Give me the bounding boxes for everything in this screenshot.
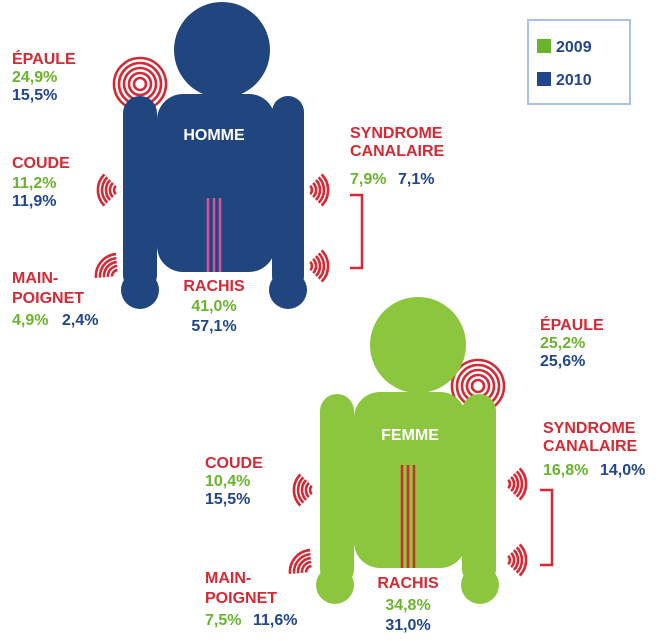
legend-label: 2010 — [556, 72, 592, 89]
part-name: ÉPAULE — [12, 49, 76, 68]
part-name: SYNDROME — [543, 420, 636, 437]
part-name: SYNDROME — [350, 125, 443, 142]
value: 7,1% — [398, 171, 434, 188]
value: 2,4% — [62, 312, 98, 329]
part-name: POIGNET — [12, 290, 84, 307]
legend-label: 2009 — [556, 39, 592, 56]
value: 11,9% — [12, 193, 56, 210]
bracket — [350, 195, 362, 268]
value: 25,6% — [540, 353, 585, 370]
legend-swatch — [537, 72, 551, 86]
value: 7,5% — [205, 612, 241, 629]
part-name: ÉPAULE — [540, 315, 604, 334]
woman-figure: FEMME — [285, 297, 552, 604]
value: 34,8% — [385, 597, 430, 614]
value: 11,6% — [253, 612, 297, 629]
value: 16,8% — [543, 462, 588, 479]
part-name: POIGNET — [205, 590, 277, 607]
legend: 2009 2010 — [528, 20, 630, 104]
part-name: MAIN- — [205, 570, 251, 587]
figure-label: FEMME — [381, 427, 439, 444]
value: 14,0% — [600, 462, 645, 479]
value: 11,2% — [12, 175, 56, 192]
legend-swatch — [537, 39, 551, 53]
part-name: RACHIS — [183, 278, 245, 295]
bracket — [540, 490, 552, 565]
value: 24,9% — [12, 69, 57, 86]
value: 10,4% — [205, 473, 250, 490]
value: 25,2% — [540, 335, 585, 352]
value: 41,0% — [191, 298, 236, 315]
value: 4,9% — [12, 312, 48, 329]
value: 57,1% — [191, 318, 236, 335]
value: 31,0% — [385, 617, 430, 634]
figure-label: HOMME — [183, 127, 245, 144]
infographic: 2009 2010 HOMME — [0, 0, 668, 641]
value: 15,5% — [12, 87, 57, 104]
part-name: RACHIS — [377, 575, 439, 592]
value: 15,5% — [205, 491, 250, 508]
part-name: COUDE — [12, 155, 70, 172]
value: 7,9% — [350, 171, 386, 188]
man-figure: HOMME — [91, 2, 362, 309]
part-name: COUDE — [205, 455, 263, 472]
part-name: CANALAIRE — [543, 438, 638, 455]
part-name: CANALAIRE — [350, 143, 445, 160]
part-name: MAIN- — [12, 270, 58, 287]
legend-box — [528, 20, 630, 104]
